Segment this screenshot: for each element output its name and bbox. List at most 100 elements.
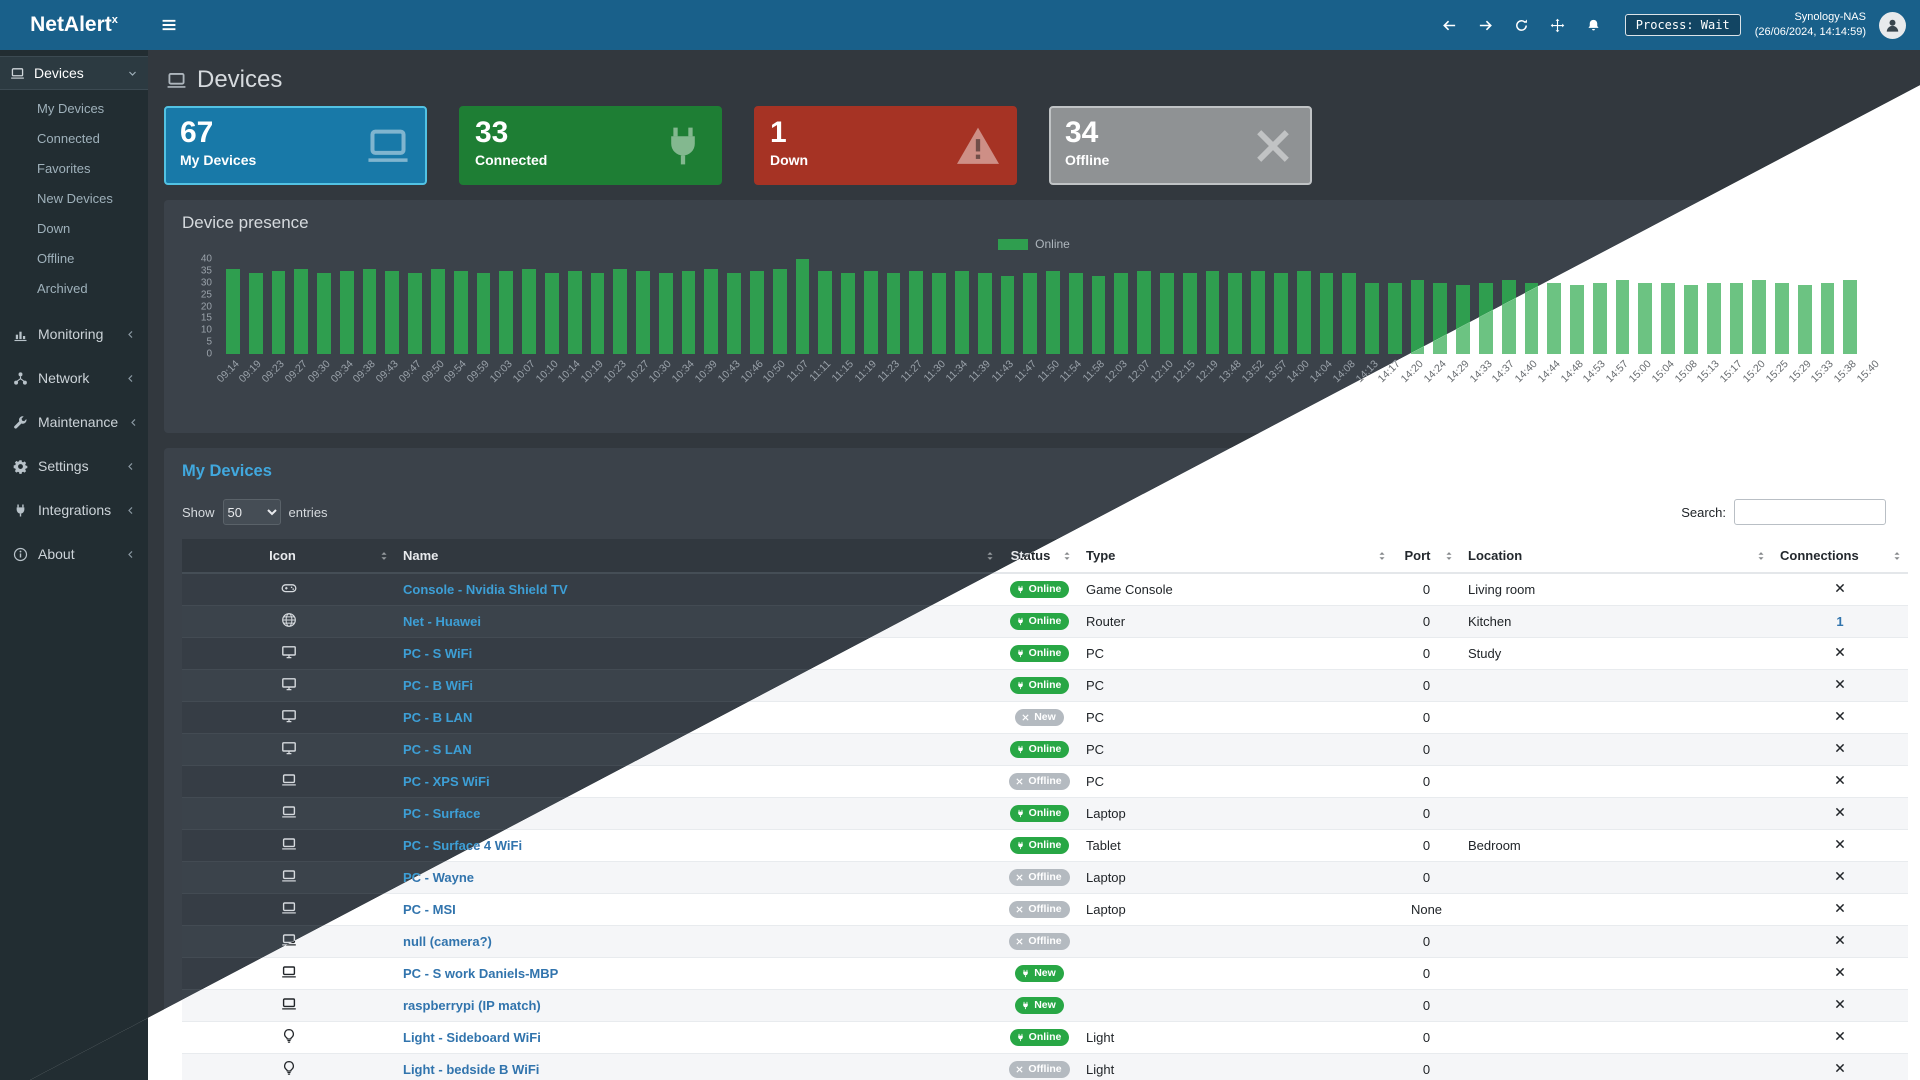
- device-name-link[interactable]: PC - XPS WiFi: [403, 774, 490, 789]
- process-status-badge: Process: Wait: [1624, 14, 1741, 36]
- sidebar-item-down[interactable]: Down: [37, 221, 71, 236]
- device-name-link[interactable]: PC - S work Daniels-MBP: [403, 966, 559, 981]
- status-badge-offline: Offline: [1009, 772, 1070, 791]
- x-icon: [1834, 774, 1846, 786]
- x-tick: 09:47: [397, 354, 424, 406]
- chevron-down-icon: [127, 68, 138, 79]
- sidebar-item-about[interactable]: About: [0, 532, 148, 576]
- chart-bar: [1205, 270, 1220, 354]
- plug-icon: [1016, 809, 1025, 818]
- status-text: Online: [1028, 838, 1062, 851]
- laptop-icon: [166, 70, 187, 91]
- summary-card-offline[interactable]: 34 Offline: [1049, 106, 1312, 185]
- page-size-select[interactable]: 50: [222, 499, 281, 525]
- status-text: Online: [1028, 678, 1062, 691]
- user-avatar[interactable]: [1879, 11, 1906, 39]
- column-header-name[interactable]: Name: [395, 539, 1001, 574]
- card-value: 67: [180, 116, 214, 149]
- device-row: PC - S work Daniels-MBP New 0: [182, 957, 1908, 990]
- device-type: PC: [1078, 637, 1393, 670]
- x-icon: [1834, 902, 1846, 914]
- chart-bar: [1160, 273, 1174, 354]
- device-name-link[interactable]: PC - Surface: [403, 806, 481, 821]
- chart-bar: [567, 270, 582, 354]
- sidebar-item-devices[interactable]: Devices: [0, 56, 148, 90]
- device-name-link[interactable]: PC - B LAN: [403, 710, 473, 725]
- chart-bar: [339, 270, 354, 354]
- sidebar-item-monitoring[interactable]: Monitoring: [0, 312, 148, 356]
- sidebar-item-archived[interactable]: Archived: [37, 281, 88, 296]
- sort-icon: [1755, 550, 1767, 562]
- device-name-link[interactable]: Light - bedside B WiFi: [403, 1062, 540, 1077]
- x-tick-label: 10:30: [647, 358, 675, 386]
- chart-bar: [1137, 270, 1152, 354]
- x-tick-label: 11:30: [921, 358, 948, 385]
- arrow-right-icon: [1478, 18, 1493, 33]
- chart-bar: [1570, 285, 1584, 354]
- sidebar-item-offline[interactable]: Offline: [37, 251, 75, 266]
- device-name-link[interactable]: Net - Huawei: [403, 614, 482, 629]
- summary-card-my-devices[interactable]: 67 My Devices: [164, 106, 427, 185]
- x-tick: 11:15: [830, 354, 857, 406]
- chart-legend[interactable]: Online: [182, 237, 1886, 251]
- summary-card-connected[interactable]: 33 Connected: [459, 106, 722, 185]
- device-name-link[interactable]: null (camera?): [403, 934, 492, 949]
- device-location: [1460, 861, 1772, 894]
- notifications-button[interactable]: [1577, 0, 1611, 50]
- sidebar-item-my-devices[interactable]: My Devices: [37, 101, 105, 116]
- sidebar-item-new-devices[interactable]: New Devices: [37, 191, 113, 206]
- summary-card-down[interactable]: 1 Down: [754, 106, 1017, 185]
- device-name-link[interactable]: PC - B WiFi: [403, 678, 473, 693]
- sidebar-item-integrations[interactable]: Integrations: [0, 488, 148, 532]
- x-icon: [1834, 966, 1846, 978]
- device-location: [1460, 1021, 1772, 1054]
- x-tick: 10:39: [693, 354, 720, 406]
- nav-forward-button[interactable]: [1469, 0, 1503, 50]
- connections-link[interactable]: 1: [1836, 614, 1844, 629]
- device-name-link[interactable]: raspberrypi (IP match): [403, 998, 541, 1013]
- device-name-link[interactable]: PC - S LAN: [403, 742, 472, 757]
- column-header-type[interactable]: Type: [1078, 539, 1393, 574]
- card-label: Offline: [1065, 151, 1110, 168]
- device-row: raspberrypi (IP match) New 0: [182, 989, 1908, 1022]
- chart-bar: [841, 273, 855, 354]
- device-name-link[interactable]: Light - Sideboard WiFi: [403, 1030, 541, 1045]
- x-tick: 15:40: [1855, 354, 1882, 406]
- device-type: Laptop: [1078, 861, 1393, 894]
- column-header-location[interactable]: Location: [1460, 539, 1772, 574]
- x-tick: 14:20: [1399, 354, 1426, 406]
- sidebar-item-maintenance[interactable]: Maintenance: [0, 400, 148, 444]
- refresh-button[interactable]: [1505, 0, 1539, 50]
- app-logo[interactable]: NetAlertx: [0, 13, 148, 37]
- sidebar-item-network[interactable]: Network: [0, 356, 148, 400]
- x-tick-label: 14:40: [1512, 358, 1540, 386]
- x-icon: [1021, 713, 1030, 722]
- device-location: Kitchen: [1460, 605, 1772, 638]
- sidebar-item-connected[interactable]: Connected: [37, 131, 100, 146]
- x-icon: [1834, 710, 1846, 722]
- column-header-icon[interactable]: Icon: [182, 539, 395, 574]
- device-name-link[interactable]: PC - S WiFi: [403, 646, 473, 661]
- move-button[interactable]: [1541, 0, 1575, 50]
- chart-bar: [248, 273, 263, 354]
- x-tick: 11:50: [1035, 354, 1062, 406]
- device-name-link[interactable]: Console - Nvidia Shield TV: [403, 582, 568, 597]
- y-tick-label: 0: [206, 348, 212, 360]
- x-tick-label: 11:23: [875, 358, 903, 385]
- sidebar-item-settings[interactable]: Settings: [0, 444, 148, 488]
- sidebar-item-favorites[interactable]: Favorites: [37, 161, 91, 176]
- column-header-connections[interactable]: Connections: [1772, 539, 1908, 574]
- status-badge-online: Online: [1009, 804, 1070, 823]
- device-name-link[interactable]: PC - MSI: [403, 902, 456, 917]
- x-tick: 12:15: [1171, 354, 1198, 406]
- sidebar-toggle-button[interactable]: [152, 0, 186, 50]
- chart-bar: [613, 268, 628, 354]
- x-tick: 11:34: [944, 354, 971, 406]
- nav-back-button[interactable]: [1433, 0, 1467, 50]
- search-input[interactable]: [1734, 499, 1886, 525]
- x-tick: 15:33: [1809, 354, 1836, 406]
- chart-bar: [499, 270, 514, 354]
- chart-bar: [1547, 282, 1562, 354]
- column-header-port[interactable]: Port: [1393, 539, 1460, 574]
- laptop-icon: [281, 996, 297, 1012]
